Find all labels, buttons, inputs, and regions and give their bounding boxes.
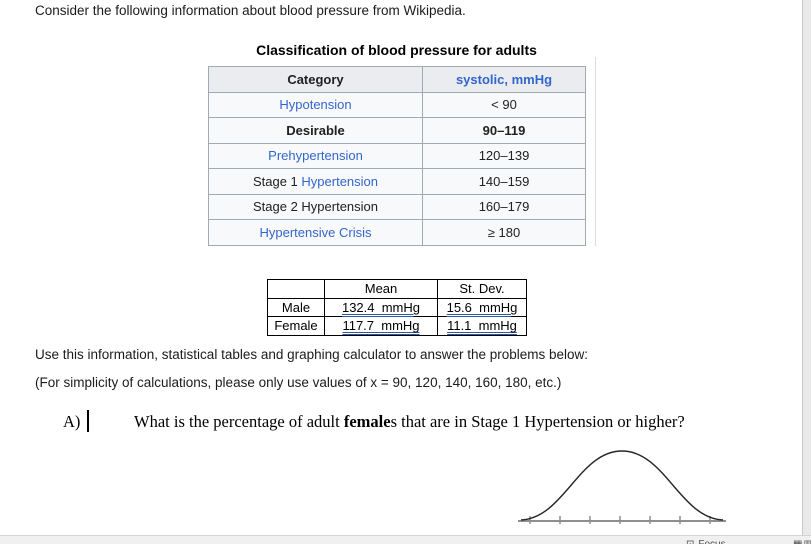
stdev-cell: 11.1 mmHg <box>437 316 527 336</box>
bp-table-row: Hypotension < 90 <box>208 91 586 118</box>
systolic-cell: 140–159 <box>422 168 586 195</box>
focus-label: Focus <box>698 539 725 544</box>
category-cell: Desirable <box>208 117 423 144</box>
bp-table-row: Stage 1 Hypertension 140–159 <box>208 168 586 195</box>
stdev-cell: 15.6 mmHg <box>437 297 527 317</box>
column-header-stdev: St. Dev. <box>437 279 527 299</box>
bp-table-title: Classification of blood pressure for adu… <box>256 42 537 58</box>
category-cell: Hypertensive Crisis <box>208 219 423 246</box>
systolic-cell: ≥ 180 <box>422 219 586 246</box>
stats-row-male: Male 132.4 mmHg 15.6 mmHg <box>267 297 527 317</box>
intro-text: Consider the following information about… <box>35 3 466 18</box>
corner-cell <box>267 279 325 299</box>
mean-stdev-table: Mean St. Dev. Male 132.4 mmHg 15.6 mmHg … <box>267 279 527 336</box>
bell-curve-path <box>520 450 724 521</box>
focus-icon: ⊡ <box>686 539 694 544</box>
question-label: A) <box>63 412 81 431</box>
bp-table-row: Desirable 90–119 <box>208 117 586 144</box>
mean-cell: 117.7 mmHg <box>324 316 438 336</box>
bp-table-row: Stage 2 Hypertension 160–179 <box>208 193 586 220</box>
systolic-cell: 90–119 <box>422 117 586 144</box>
row-label: Male <box>267 297 325 317</box>
instructions-text: Use this information, statistical tables… <box>35 347 589 362</box>
bp-table-header-row: Category systolic, mmHg <box>208 66 586 93</box>
question-text: What is the percentage of adult females … <box>134 412 685 431</box>
bp-classification-table: Category systolic, mmHg Hypotension < 90… <box>208 66 586 246</box>
column-header-systolic: systolic, mmHg <box>422 66 586 93</box>
category-cell: Hypotension <box>208 91 423 118</box>
category-cell: Stage 2 Hypertension <box>208 193 423 220</box>
scrollbar-track[interactable] <box>802 0 811 535</box>
pasted-image-edge <box>595 57 596 246</box>
wiki-link[interactable]: Hypertensive Crisis <box>259 224 372 240</box>
bp-table-row: Hypertensive Crisis ≥ 180 <box>208 219 586 246</box>
column-header-mean: Mean <box>324 279 438 299</box>
stats-row-female: Female 117.7 mmHg 11.1 mmHg <box>267 316 527 336</box>
wiki-link[interactable]: Hypertension <box>301 173 379 189</box>
normal-curve-svg <box>518 450 726 524</box>
focus-button[interactable]: ⊡ Focus <box>686 539 726 544</box>
category-cell: Prehypertension <box>208 142 423 169</box>
normal-curve-figure <box>516 443 728 527</box>
text-cursor <box>87 410 89 432</box>
systolic-cell: < 90 <box>422 91 586 118</box>
wiki-link[interactable]: systolic, mmHg <box>455 71 553 87</box>
bp-table-row: Prehypertension 120–139 <box>208 142 586 169</box>
systolic-cell: 160–179 <box>422 193 586 220</box>
wiki-link[interactable]: Prehypertension <box>268 148 363 164</box>
mean-cell: 132.4 mmHg <box>324 297 438 317</box>
view-mode-icons[interactable]: ▦▥ <box>793 539 811 544</box>
wiki-link[interactable]: Hypotension <box>279 97 352 113</box>
simplification-note: (For simplicity of calculations, please … <box>35 375 562 390</box>
status-bar: ⊡ Focus ▦▥ <box>0 535 811 544</box>
category-cell: Stage 1 Hypertension <box>208 168 423 195</box>
systolic-cell: 120–139 <box>422 142 586 169</box>
row-label: Female <box>267 316 325 336</box>
stats-header-row: Mean St. Dev. <box>267 279 527 299</box>
column-header-category: Category <box>208 66 423 93</box>
axis-ticks <box>529 516 711 524</box>
